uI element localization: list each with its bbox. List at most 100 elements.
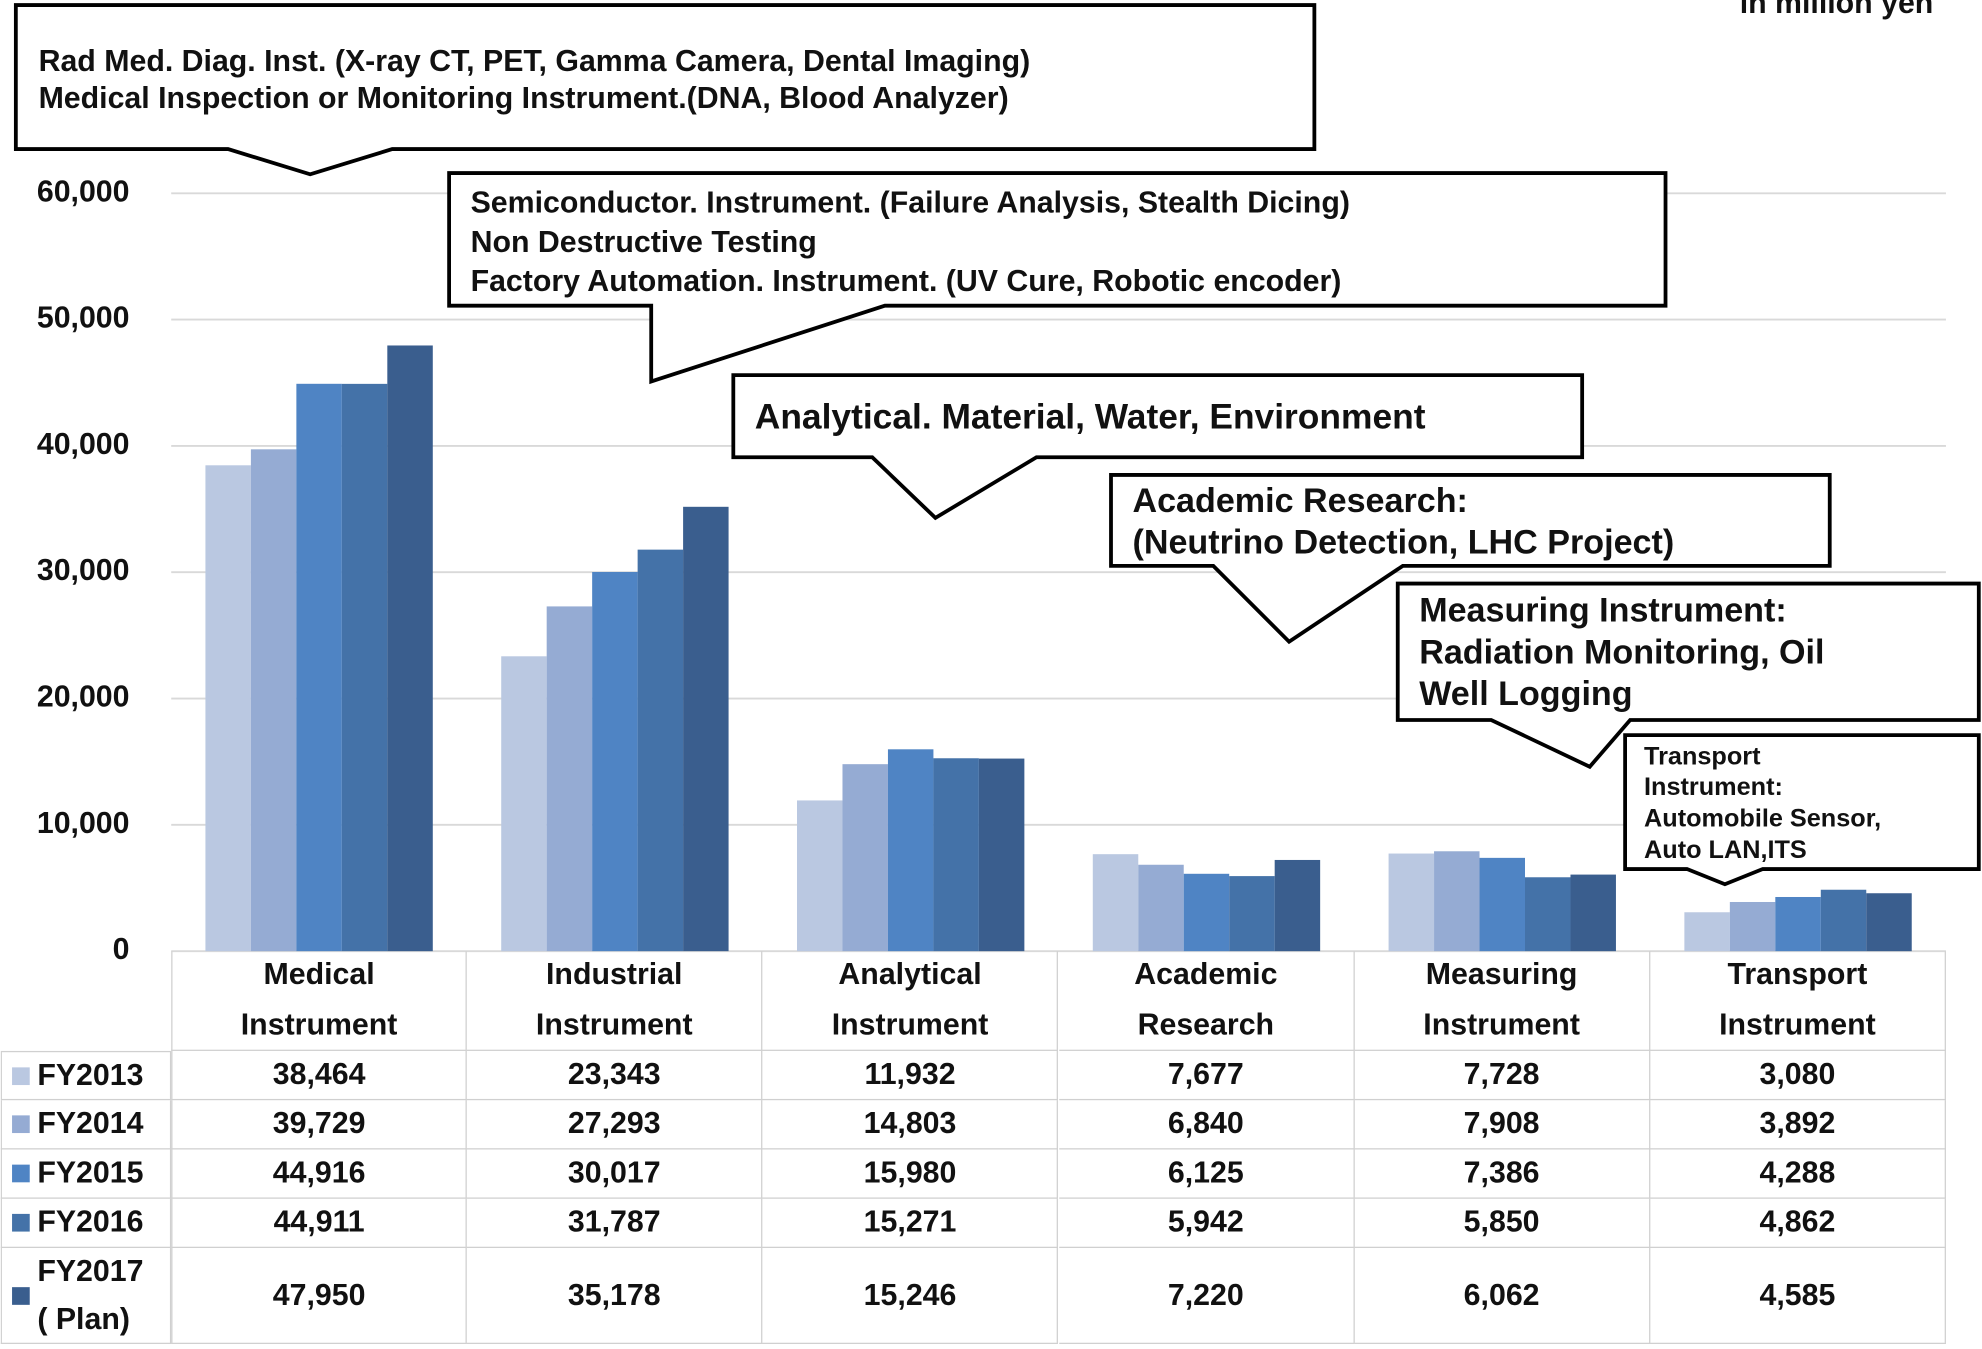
table-value: 15,980 <box>762 1149 1059 1199</box>
bar <box>842 764 888 952</box>
category-header: Academic Research <box>1058 951 1355 1051</box>
table-value: 6,062 <box>1354 1248 1651 1344</box>
bars <box>205 345 1912 952</box>
bar <box>1388 853 1435 952</box>
category-header: Industrial Instrument <box>466 951 763 1051</box>
table-value: 5,942 <box>1058 1198 1355 1248</box>
table-value: 47,950 <box>171 1248 467 1344</box>
y-tick-label: 60,000 <box>37 175 130 208</box>
legend-label: FY2013 <box>37 1057 144 1092</box>
bar <box>1434 851 1480 952</box>
callout-box <box>731 373 1585 521</box>
table-value: 4,585 <box>1650 1248 1946 1344</box>
bar <box>978 758 1025 952</box>
table-value: 31,787 <box>466 1198 763 1248</box>
bar <box>1820 889 1867 952</box>
table-value: 6,125 <box>1058 1149 1355 1199</box>
bar <box>1274 859 1321 952</box>
legend-entry: FY2014 <box>0 1100 172 1150</box>
table-value: 15,246 <box>762 1248 1059 1344</box>
table-value: 4,862 <box>1650 1198 1946 1248</box>
category-header: Transport Instrument <box>1650 951 1946 1051</box>
category-header: Medical Instrument <box>171 951 467 1051</box>
legend-swatch <box>12 1164 30 1183</box>
table-value: 4,288 <box>1650 1149 1946 1199</box>
category-header: Measuring Instrument <box>1354 951 1651 1051</box>
table-value: 15,271 <box>762 1198 1059 1248</box>
callouts: Rad Med. Diag. Inst. (X-ray CT, PET, Gam… <box>13 3 1981 887</box>
table-value: 27,293 <box>466 1100 763 1150</box>
callout-text: Semiconductor. Instrument. (Failure Anal… <box>471 187 1350 220</box>
category-label: Analytical <box>838 957 982 992</box>
table-value: 14,803 <box>762 1100 1059 1150</box>
table-value: 7,677 <box>1058 1050 1355 1101</box>
callout-text: (Neutrino Detection, LHC Project) <box>1132 523 1674 561</box>
legend-entry: FY2017 ( Plan) <box>0 1248 172 1344</box>
legend-label: FY2017 ( Plan) <box>37 1253 144 1336</box>
category-label: Instrument <box>240 1008 398 1043</box>
bar <box>1183 873 1230 952</box>
callout-text: Academic Research: <box>1132 482 1467 520</box>
table-value: 44,916 <box>171 1149 467 1199</box>
table-value: 7,908 <box>1354 1100 1651 1150</box>
callout-box <box>1395 581 1981 770</box>
bar <box>387 345 433 952</box>
callout-box <box>1623 733 1981 887</box>
table-value: 39,729 <box>171 1100 467 1150</box>
callout-text: Automobile Sensor, <box>1644 804 1881 832</box>
table-value: 7,728 <box>1354 1050 1651 1101</box>
bar <box>250 449 297 952</box>
category-label: Medical <box>263 957 375 992</box>
legend-swatch <box>12 1115 30 1134</box>
bar <box>933 758 979 952</box>
category-header: Analytical Instrument <box>762 951 1059 1051</box>
y-tick-label: 40,000 <box>37 428 130 461</box>
bar <box>683 506 729 952</box>
legend-swatch <box>12 1066 30 1085</box>
bar <box>205 465 251 952</box>
legend-label: FY2016 <box>37 1205 144 1240</box>
table-value: 11,932 <box>762 1050 1059 1101</box>
bar <box>1138 864 1184 952</box>
table-value: 7,220 <box>1058 1248 1355 1344</box>
table-value: 5,850 <box>1354 1198 1651 1248</box>
table-value: 38,464 <box>171 1050 467 1101</box>
category-label: Industrial <box>546 957 683 992</box>
table-value: 35,178 <box>466 1248 763 1344</box>
y-tick-label: 50,000 <box>37 302 130 335</box>
table-value: 23,343 <box>466 1050 763 1101</box>
bar <box>1775 896 1821 952</box>
legend-entry: FY2016 <box>0 1198 172 1248</box>
callout-text: Instrument: <box>1644 773 1783 801</box>
legend-label: FY2015 <box>37 1155 144 1190</box>
category-label: Measuring <box>1425 957 1578 992</box>
legend-label: FY2014 <box>37 1106 144 1141</box>
callout-text: Measuring Instrument: <box>1419 592 1787 630</box>
bar <box>1866 893 1912 952</box>
callout-text: Auto LAN,ITS <box>1644 836 1807 864</box>
legend-entry: FY2013 <box>0 1050 172 1101</box>
table-value: 3,080 <box>1650 1050 1946 1101</box>
table-value: 7,386 <box>1354 1149 1651 1199</box>
y-tick-label: 10,000 <box>37 807 130 840</box>
y-tick-label: 20,000 <box>37 681 130 714</box>
table-value: 30,017 <box>466 1149 763 1199</box>
bar <box>1479 857 1525 952</box>
y-tick-label: 0 <box>113 933 130 966</box>
legend-swatch <box>12 1213 30 1232</box>
bar <box>797 800 843 952</box>
category-label: Transport <box>1727 957 1868 992</box>
table-value: 6,840 <box>1058 1100 1355 1150</box>
category-label: Instrument <box>535 1008 693 1043</box>
category-label: Instrument <box>1719 1008 1876 1043</box>
callout-text: Transport <box>1644 743 1761 771</box>
callout-text: Rad Med. Diag. Inst. (X-ray CT, PET, Gam… <box>39 45 1031 78</box>
unit-label: in million yen <box>1740 0 1934 20</box>
table-value: 3,892 <box>1650 1100 1946 1150</box>
bar <box>341 383 388 952</box>
data-table: Medical Instrument Industrial Instrument Ana… <box>0 951 1953 1344</box>
bar <box>1525 877 1571 952</box>
bar <box>296 383 342 952</box>
